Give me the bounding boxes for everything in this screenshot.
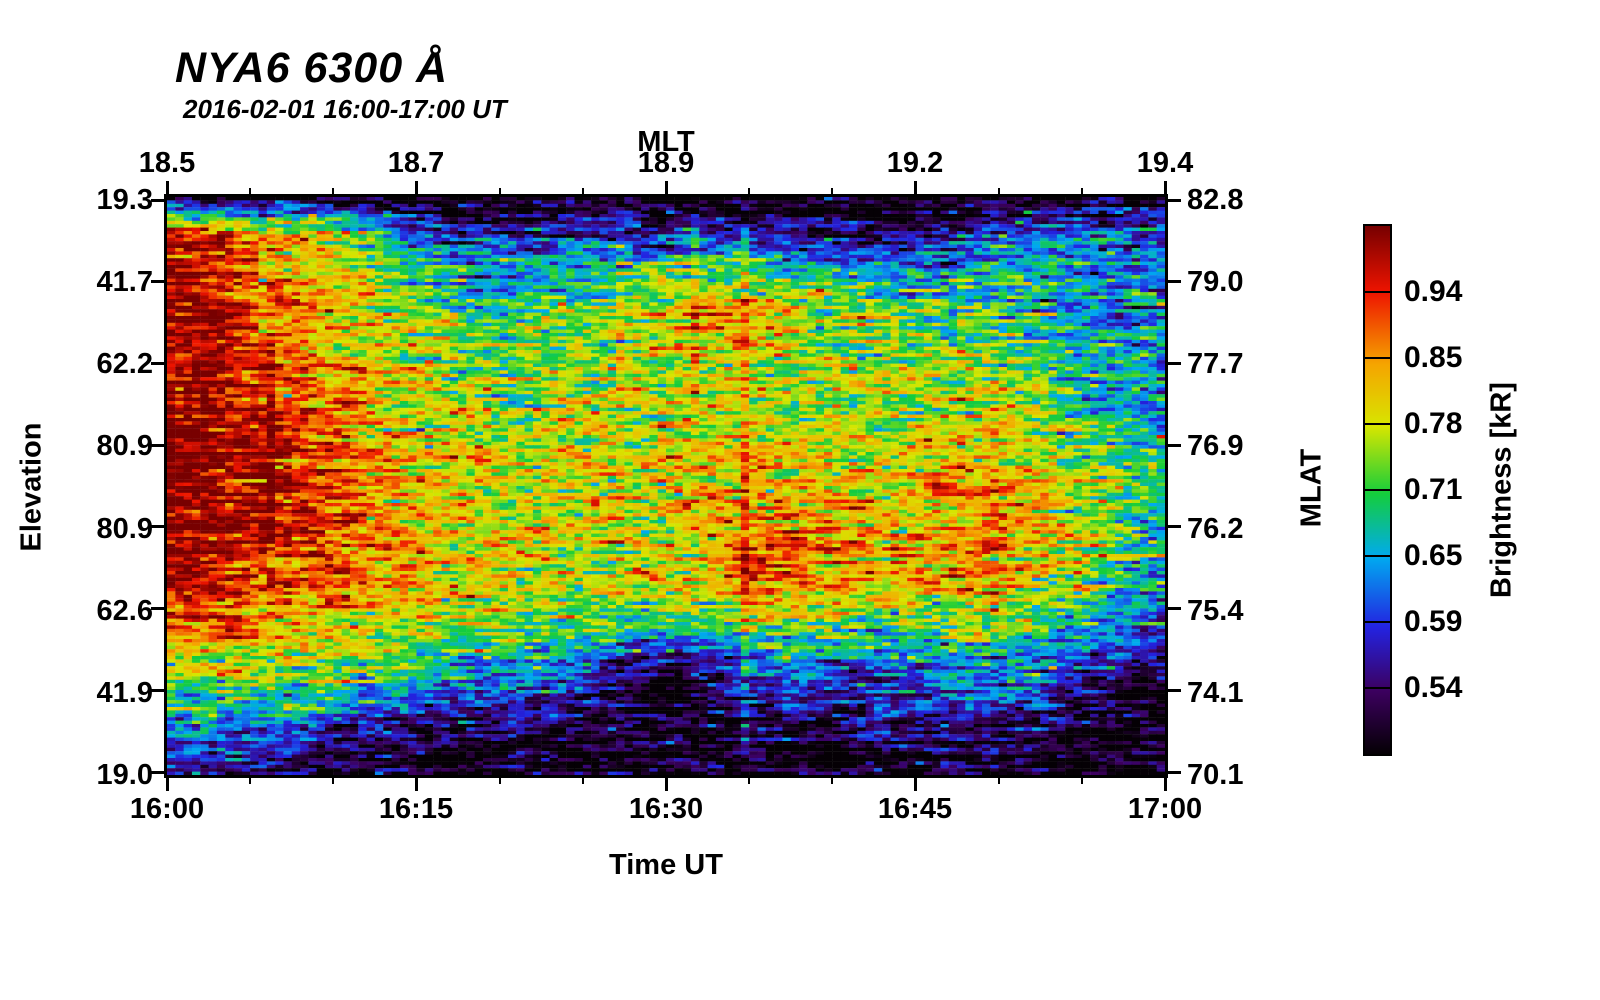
tick-mark xyxy=(415,775,418,791)
right-tick-label-2: 77.7 xyxy=(1187,348,1244,380)
tick-mark xyxy=(581,188,584,197)
right-tick-label-7: 70.1 xyxy=(1187,759,1244,791)
tick-mark xyxy=(1165,525,1181,529)
top-tick-label-2: 18.9 xyxy=(637,147,695,179)
left-tick-label-7: 19.0 xyxy=(96,759,153,791)
bottom-tick-label-4: 17:00 xyxy=(1127,793,1203,825)
left-tick-label-3: 80.9 xyxy=(96,430,153,462)
colorbar-tick-label-3: 0.71 xyxy=(1404,473,1463,506)
tick-mark xyxy=(332,775,335,784)
top-axis-title: MLT xyxy=(637,126,695,158)
left-tick-label-6: 41.9 xyxy=(96,677,153,709)
right-tick-label-4: 76.2 xyxy=(1187,513,1244,545)
tick-mark xyxy=(914,775,917,791)
colorbar-tick-label-0: 0.94 xyxy=(1404,275,1463,308)
bottom-tick-label-1: 16:15 xyxy=(378,793,454,825)
plot-subtitle: 2016-02-01 16:00-17:00 UT xyxy=(183,94,507,124)
tick-mark xyxy=(1165,770,1181,774)
tick-mark xyxy=(1080,188,1083,197)
right-tick-label-3: 76.9 xyxy=(1187,430,1244,462)
tick-mark xyxy=(151,198,167,202)
colorbar-tick-label-2: 0.78 xyxy=(1404,407,1463,440)
left-tick-label-5: 62.6 xyxy=(96,595,153,627)
tick-mark xyxy=(997,188,1000,197)
right-tick-label-1: 79.0 xyxy=(1187,266,1244,298)
tick-mark xyxy=(1165,361,1181,365)
tick-mark xyxy=(1165,688,1181,692)
right-tick-label-0: 82.8 xyxy=(1187,184,1244,216)
left-tick-label-0: 19.3 xyxy=(96,184,153,216)
tick-mark xyxy=(664,181,668,197)
right-tick-label-5: 75.4 xyxy=(1187,595,1244,627)
colorbar-tick-label-6: 0.54 xyxy=(1404,671,1463,704)
bottom-tick-label-0: 16:00 xyxy=(129,793,205,825)
top-tick-label-4: 19.4 xyxy=(1136,147,1194,179)
left-tick-label-2: 62.2 xyxy=(96,348,153,380)
keogram-heatmap xyxy=(167,197,1165,775)
bottom-tick-label-3: 16:45 xyxy=(877,793,953,825)
colorbar xyxy=(1365,226,1390,754)
tick-mark xyxy=(165,775,169,791)
right-tick-label-6: 74.1 xyxy=(1187,677,1244,709)
tick-mark xyxy=(151,607,167,611)
tick-mark xyxy=(1163,775,1167,791)
tick-mark xyxy=(249,188,252,197)
colorbar-title: Brightness [kR] xyxy=(1485,382,1518,598)
tick-mark xyxy=(748,188,751,197)
tick-mark xyxy=(415,181,418,197)
tick-mark xyxy=(748,775,751,784)
tick-mark xyxy=(165,181,169,197)
tick-mark xyxy=(151,525,167,529)
left-tick-label-4: 80.9 xyxy=(96,513,153,545)
tick-mark xyxy=(498,775,501,784)
tick-mark xyxy=(1165,443,1181,447)
left-tick-label-1: 41.7 xyxy=(96,266,153,298)
tick-mark xyxy=(1163,181,1167,197)
tick-mark xyxy=(249,775,252,784)
tick-mark xyxy=(831,775,834,784)
tick-mark xyxy=(914,181,917,197)
colorbar-tick-label-1: 0.85 xyxy=(1404,341,1463,374)
right-axis-title: MLAT xyxy=(1295,448,1328,528)
plot-title: NYA6 6300 Å xyxy=(175,44,449,92)
tick-mark xyxy=(581,775,584,784)
colorbar-tick-label-5: 0.59 xyxy=(1404,605,1463,638)
tick-mark xyxy=(997,775,1000,784)
top-tick-label-1: 18.7 xyxy=(387,147,445,179)
tick-mark xyxy=(664,775,668,791)
bottom-axis-title: Time UT xyxy=(609,849,723,881)
tick-mark xyxy=(151,770,167,774)
tick-mark xyxy=(1165,280,1181,284)
tick-mark xyxy=(151,280,167,284)
colorbar-tick-label-4: 0.65 xyxy=(1404,539,1463,572)
left-axis-title: Elevation xyxy=(15,422,48,552)
tick-mark xyxy=(1165,198,1181,202)
tick-mark xyxy=(1080,775,1083,784)
bottom-tick-label-2: 16:30 xyxy=(628,793,704,825)
tick-mark xyxy=(151,361,167,365)
tick-mark xyxy=(151,443,167,447)
tick-mark xyxy=(151,688,167,692)
tick-mark xyxy=(498,188,501,197)
tick-mark xyxy=(1165,607,1181,611)
tick-mark xyxy=(831,188,834,197)
top-tick-label-0: 18.5 xyxy=(138,147,196,179)
tick-mark xyxy=(332,188,335,197)
top-tick-label-3: 19.2 xyxy=(886,147,944,179)
